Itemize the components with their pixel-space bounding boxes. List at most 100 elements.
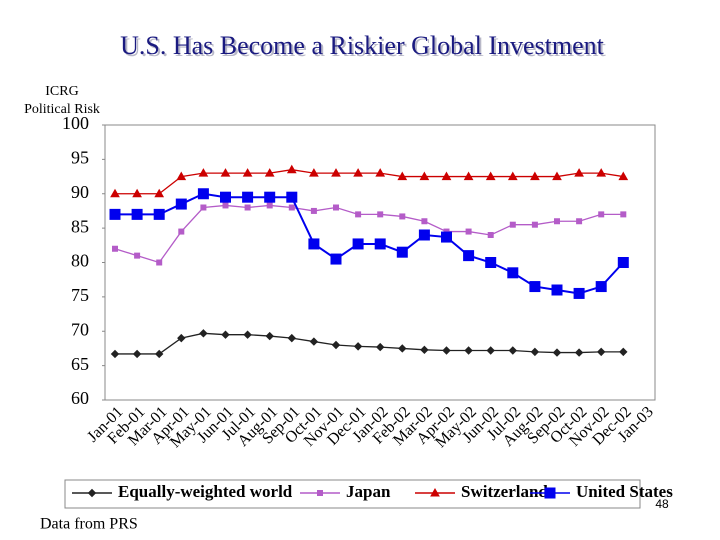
series bbox=[109, 188, 629, 299]
marker bbox=[266, 202, 273, 209]
marker bbox=[110, 188, 120, 198]
marker bbox=[176, 171, 187, 181]
legend-item: Equally-weighted world bbox=[72, 482, 293, 501]
series-line bbox=[115, 169, 624, 195]
marker bbox=[132, 349, 142, 359]
marker bbox=[485, 257, 497, 268]
y-tick-label: 90 bbox=[71, 182, 89, 202]
marker bbox=[441, 171, 452, 181]
source-note: Data from PRS bbox=[40, 516, 138, 533]
series bbox=[110, 329, 628, 359]
marker bbox=[544, 487, 556, 499]
marker bbox=[441, 231, 452, 243]
marker bbox=[353, 342, 363, 351]
chart-title: U.S. Has Become a Riskier Global Investm… bbox=[120, 31, 605, 60]
marker bbox=[199, 329, 208, 338]
marker bbox=[421, 218, 428, 225]
marker bbox=[242, 191, 254, 203]
plot-area bbox=[104, 124, 656, 401]
marker bbox=[596, 168, 607, 177]
marker bbox=[463, 250, 475, 262]
marker bbox=[331, 340, 341, 350]
y-tick-label: 85 bbox=[71, 216, 89, 236]
page-number: 48 bbox=[655, 497, 669, 511]
marker bbox=[573, 287, 585, 299]
y-tick-label: 65 bbox=[71, 354, 89, 374]
marker bbox=[331, 168, 341, 177]
marker bbox=[244, 204, 251, 211]
marker bbox=[399, 213, 406, 220]
marker bbox=[398, 344, 407, 353]
marker bbox=[507, 267, 519, 279]
marker bbox=[396, 246, 408, 258]
y-tick-label: 80 bbox=[71, 251, 89, 271]
marker bbox=[507, 171, 518, 181]
marker bbox=[330, 253, 342, 265]
marker bbox=[618, 171, 629, 181]
marker bbox=[509, 221, 516, 228]
marker bbox=[487, 232, 494, 238]
marker bbox=[486, 346, 495, 355]
marker bbox=[132, 188, 142, 198]
y-tick-label: 100 bbox=[62, 113, 89, 133]
marker bbox=[220, 191, 231, 203]
marker bbox=[264, 191, 276, 203]
marker bbox=[178, 228, 185, 235]
marker bbox=[110, 349, 120, 359]
legend-item: Japan bbox=[300, 482, 391, 501]
marker bbox=[529, 281, 541, 293]
marker bbox=[442, 346, 451, 355]
marker bbox=[264, 168, 275, 177]
marker bbox=[596, 347, 606, 357]
marker bbox=[598, 211, 605, 218]
marker bbox=[175, 198, 187, 210]
marker bbox=[333, 204, 339, 211]
legend-label: United States bbox=[576, 482, 673, 501]
marker bbox=[465, 228, 472, 235]
marker bbox=[198, 168, 209, 177]
marker bbox=[430, 487, 440, 497]
marker bbox=[317, 490, 323, 496]
marker bbox=[197, 188, 209, 200]
series bbox=[112, 202, 627, 266]
marker bbox=[485, 171, 496, 181]
marker bbox=[242, 168, 253, 177]
marker bbox=[353, 168, 363, 177]
marker bbox=[397, 171, 408, 181]
series-line bbox=[114, 204, 624, 264]
series-line bbox=[115, 332, 624, 355]
legend-label: Switzerland bbox=[461, 482, 548, 501]
marker bbox=[309, 168, 319, 177]
marker bbox=[222, 202, 229, 209]
marker bbox=[310, 207, 317, 214]
legend-item: United States bbox=[530, 482, 673, 501]
y-tick-label: 70 bbox=[71, 319, 89, 339]
marker bbox=[220, 168, 231, 177]
y-axis-label: ICRG bbox=[45, 84, 78, 99]
marker bbox=[200, 204, 207, 211]
marker bbox=[287, 333, 297, 343]
marker bbox=[265, 331, 274, 341]
marker bbox=[309, 337, 319, 346]
marker bbox=[352, 238, 364, 250]
marker bbox=[554, 218, 560, 225]
marker bbox=[419, 171, 430, 181]
marker bbox=[619, 347, 628, 357]
marker bbox=[552, 171, 562, 181]
marker bbox=[177, 333, 186, 343]
marker bbox=[574, 168, 584, 177]
marker bbox=[617, 257, 629, 268]
marker bbox=[308, 238, 320, 250]
marker bbox=[156, 259, 163, 266]
marker bbox=[243, 330, 252, 339]
marker bbox=[374, 238, 386, 250]
marker bbox=[464, 346, 473, 355]
marker bbox=[463, 171, 474, 181]
marker bbox=[153, 208, 165, 220]
marker bbox=[109, 208, 121, 220]
marker bbox=[134, 252, 141, 259]
series bbox=[110, 164, 629, 198]
marker bbox=[286, 191, 298, 203]
legend-box bbox=[64, 479, 641, 509]
y-tick-label: 60 bbox=[71, 388, 89, 408]
